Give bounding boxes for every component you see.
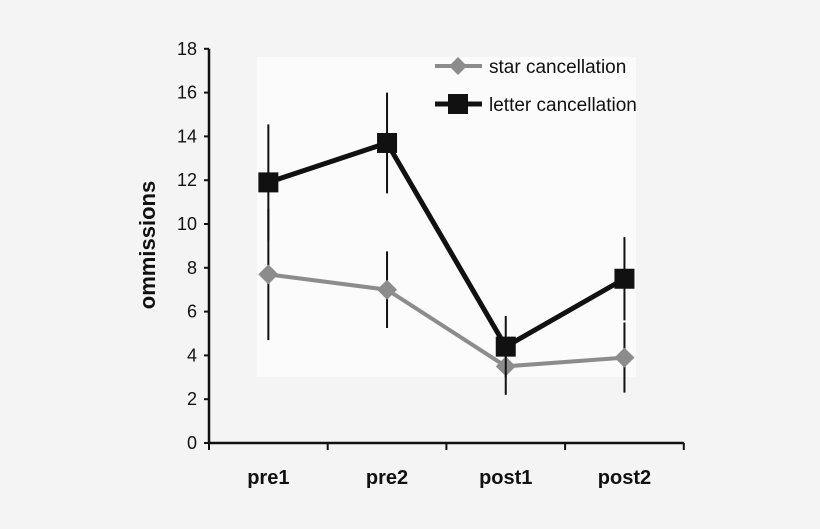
y-tick-label: 16 bbox=[177, 83, 197, 103]
y-tick-label: 6 bbox=[187, 302, 197, 322]
data-point-square bbox=[377, 132, 398, 153]
series-line bbox=[268, 272, 625, 369]
legend-square-icon bbox=[448, 94, 468, 114]
y-tick-label: 18 bbox=[177, 39, 197, 59]
y-axis-label: ommissions bbox=[135, 181, 160, 309]
data-point-diamond bbox=[614, 347, 635, 368]
legend-label: star cancellation bbox=[489, 57, 626, 78]
x-tick-label: pre2 bbox=[366, 467, 408, 489]
y-tick-label: 12 bbox=[177, 170, 197, 190]
y-tick-label: 10 bbox=[177, 214, 197, 234]
data-point-square bbox=[495, 336, 516, 357]
legend-item: letter cancellation bbox=[435, 94, 637, 116]
data-point-square bbox=[614, 268, 635, 289]
plot-area-background bbox=[257, 57, 636, 377]
y-tick-label: 14 bbox=[177, 126, 197, 146]
y-tick-label: 8 bbox=[187, 258, 197, 278]
data-point-diamond bbox=[377, 279, 398, 300]
x-tick-label: post2 bbox=[598, 467, 651, 489]
y-tick-label: 2 bbox=[187, 389, 197, 409]
series-star-cancellation bbox=[258, 208, 635, 395]
data-point-diamond bbox=[258, 264, 279, 285]
y-tick-label: 0 bbox=[187, 433, 197, 453]
data-point-square bbox=[258, 172, 279, 193]
x-tick-label: post1 bbox=[479, 467, 532, 489]
x-tick-label: pre1 bbox=[247, 467, 289, 489]
series-line bbox=[267, 139, 626, 351]
y-tick-label: 4 bbox=[187, 345, 197, 365]
legend-diamond-icon bbox=[449, 57, 467, 75]
legend-item: star cancellation bbox=[435, 57, 626, 78]
series-letter-cancellation bbox=[258, 92, 635, 378]
legend-label: letter cancellation bbox=[489, 95, 637, 116]
